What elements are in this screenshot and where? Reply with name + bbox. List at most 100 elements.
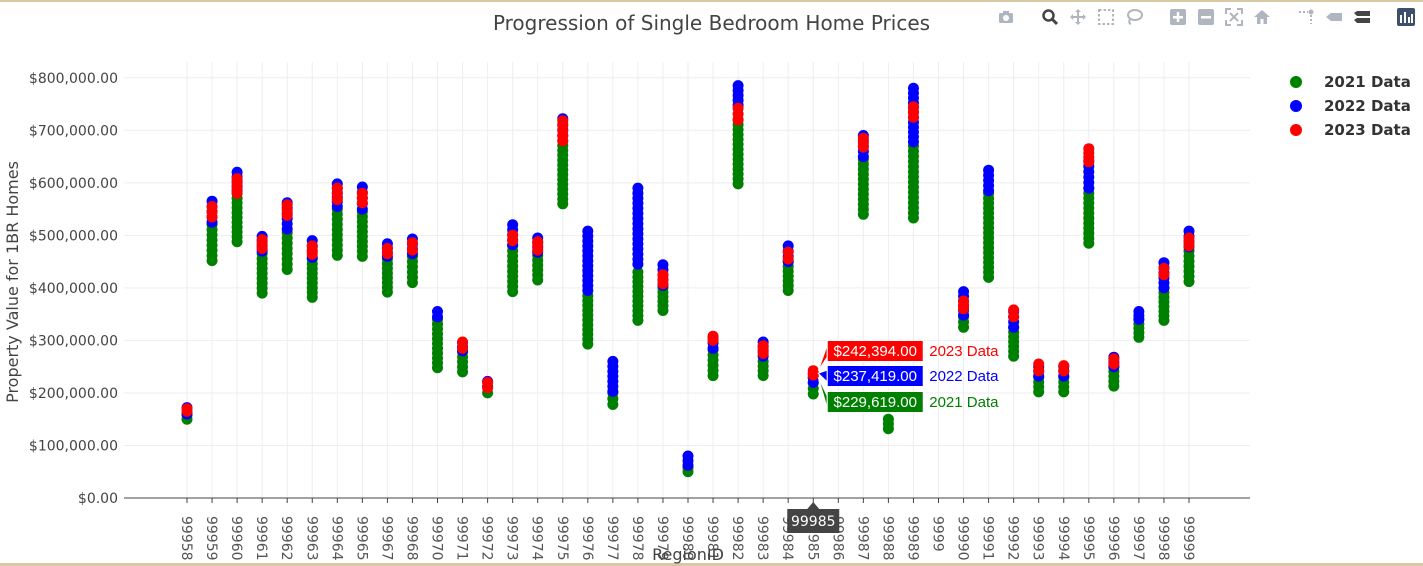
legend-label: 2023 Data xyxy=(1324,121,1411,139)
x-tick-label: 99968 xyxy=(403,516,419,561)
data-point[interactable] xyxy=(231,173,243,185)
spike-lines-icon[interactable] xyxy=(1295,6,1317,28)
reset-axes-icon[interactable] xyxy=(1251,6,1273,28)
data-point[interactable] xyxy=(907,101,919,113)
data-point[interactable] xyxy=(532,236,544,248)
legend-marker-2022 xyxy=(1290,100,1302,112)
data-point[interactable] xyxy=(356,187,368,199)
camera-icon[interactable] xyxy=(995,6,1017,28)
data-point[interactable] xyxy=(281,199,293,211)
data-point[interactable] xyxy=(1033,358,1045,370)
x-axis-title: RegionID xyxy=(652,545,724,564)
data-point[interactable] xyxy=(1133,306,1145,317)
zoom-out-icon[interactable] xyxy=(1195,6,1217,28)
data-point[interactable] xyxy=(657,259,669,271)
data-point[interactable] xyxy=(607,355,619,367)
x-tick-label: 99991 xyxy=(980,516,996,561)
lasso-icon[interactable] xyxy=(1123,6,1145,28)
data-point[interactable] xyxy=(331,182,343,194)
data-points[interactable] xyxy=(181,80,1195,478)
data-point[interactable] xyxy=(206,201,218,212)
x-tick-label: 99958 xyxy=(178,516,194,561)
x-hover-pointer xyxy=(807,502,820,509)
data-point[interactable] xyxy=(632,182,644,194)
y-tick-label: $700,000.00 xyxy=(29,123,118,139)
hover-value-box xyxy=(826,340,924,362)
data-point[interactable] xyxy=(507,229,519,241)
x-tick-label: 99962 xyxy=(278,516,294,561)
data-point[interactable] xyxy=(958,286,970,298)
hover-closest-icon[interactable] xyxy=(1323,6,1345,28)
x-tick-label: 99981 xyxy=(704,516,720,561)
data-point[interactable] xyxy=(1083,143,1095,155)
data-point[interactable] xyxy=(882,413,894,425)
zoom-in-icon[interactable] xyxy=(1167,6,1189,28)
hover-value-box xyxy=(826,391,924,413)
hover-series-name: 2022 Data xyxy=(929,368,999,385)
data-point[interactable] xyxy=(657,269,669,281)
legend-label: 2022 Data xyxy=(1324,97,1411,115)
x-tick-label: 99974 xyxy=(529,516,545,561)
hover-compare-icon[interactable] xyxy=(1351,6,1373,28)
x-tick-label: 99973 xyxy=(504,516,520,561)
data-point[interactable] xyxy=(958,295,970,307)
data-point[interactable] xyxy=(582,225,594,237)
pan-icon[interactable] xyxy=(1067,6,1089,28)
data-point[interactable] xyxy=(406,237,418,249)
data-point[interactable] xyxy=(632,266,644,278)
data-point[interactable] xyxy=(432,306,443,317)
y-tick-label: $300,000.00 xyxy=(29,333,118,349)
data-point[interactable] xyxy=(1183,232,1195,244)
data-point[interactable] xyxy=(1158,262,1170,274)
hover-value-box xyxy=(826,365,924,387)
data-point[interactable] xyxy=(256,234,268,246)
data-point[interactable] xyxy=(857,132,869,144)
data-point[interactable] xyxy=(306,240,318,252)
modebar xyxy=(995,6,1417,28)
x-tick-label: 99978 xyxy=(629,516,645,561)
x-tick-label: 99960 xyxy=(228,516,244,561)
data-point[interactable] xyxy=(1058,360,1070,372)
data-point[interactable] xyxy=(732,102,744,114)
legend-item-2021[interactable]: 2021 Data xyxy=(1290,70,1411,94)
box-select-icon[interactable] xyxy=(1095,6,1117,28)
legend-label: 2021 Data xyxy=(1324,73,1411,91)
hover-series-name: 2021 Data xyxy=(929,394,999,411)
legend-item-2023[interactable]: 2023 Data xyxy=(1290,118,1411,142)
data-point[interactable] xyxy=(682,450,694,462)
data-point[interactable] xyxy=(707,330,719,342)
x-tick-label: 99993 xyxy=(1030,516,1046,561)
zoom-icon[interactable] xyxy=(1039,6,1061,28)
data-point[interactable] xyxy=(381,243,393,254)
x-tick-label: 99995 xyxy=(1080,516,1096,561)
data-point[interactable] xyxy=(1108,353,1120,365)
chart-title: Progression of Single Bedroom Home Price… xyxy=(492,11,931,35)
x-tick-label: 99971 xyxy=(454,516,470,561)
x-tick-label: 99998 xyxy=(1155,516,1171,561)
legend-item-2022[interactable]: 2022 Data xyxy=(1290,94,1411,118)
data-point[interactable] xyxy=(782,246,794,258)
plotly-logo-icon[interactable] xyxy=(1395,6,1417,28)
data-point[interactable] xyxy=(507,219,519,231)
autoscale-icon[interactable] xyxy=(1223,6,1245,28)
y-tick-label: $600,000.00 xyxy=(29,176,118,192)
x-tick-label: 99999 xyxy=(1180,516,1196,561)
data-point[interactable] xyxy=(983,164,995,176)
x-tick-label: 99990 xyxy=(955,516,971,561)
y-tick-label: $800,000.00 xyxy=(29,71,118,87)
data-point[interactable] xyxy=(457,336,469,348)
data-point[interactable] xyxy=(732,80,744,92)
data-point[interactable] xyxy=(557,115,569,127)
data-point[interactable] xyxy=(757,340,769,352)
x-tick-label: 99970 xyxy=(429,516,445,561)
x-tick-label: 99967 xyxy=(378,516,394,561)
data-point[interactable] xyxy=(181,403,193,415)
data-point[interactable] xyxy=(807,365,819,377)
data-point[interactable] xyxy=(482,376,494,388)
hover-value: $237,419.00 xyxy=(834,368,917,385)
x-tick-label: 99997 xyxy=(1130,516,1146,561)
data-point[interactable] xyxy=(1008,304,1020,316)
data-point[interactable] xyxy=(907,82,919,94)
x-hover-label: 99985 xyxy=(791,514,836,530)
